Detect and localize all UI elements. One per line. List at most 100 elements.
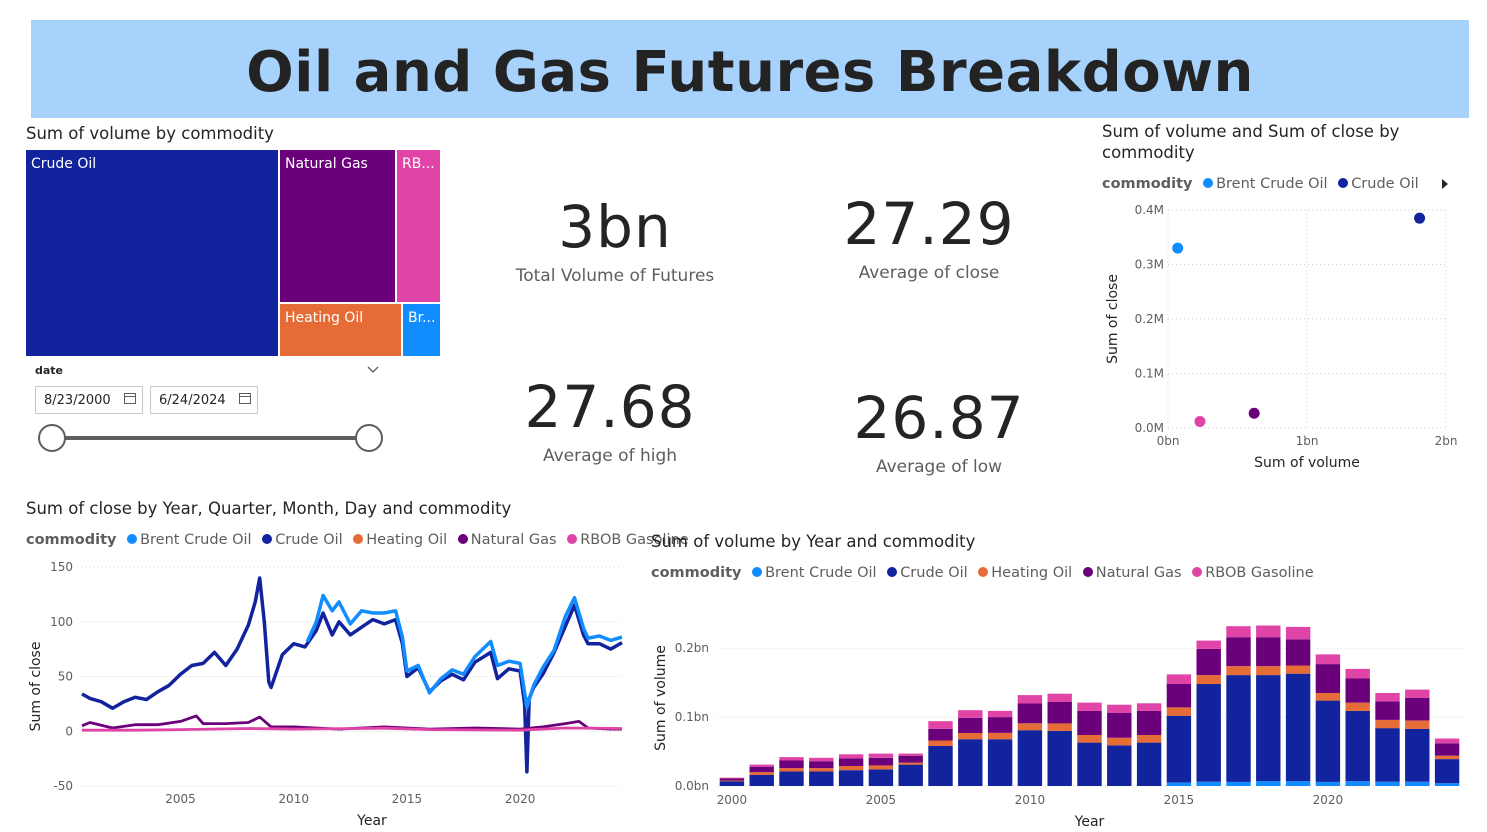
bar-natural-gas-2021 — [1345, 678, 1370, 703]
treemap-cell-crude-oil[interactable]: Crude Oil — [26, 150, 280, 358]
bar-heating-oil-2006 — [898, 762, 923, 765]
legend-item-label: Brent Crude Oil — [1216, 176, 1328, 192]
bar-natural-gas-2020 — [1315, 664, 1341, 693]
bar-rbob-gasoline-2020 — [1315, 654, 1341, 664]
bar-crude-oil-2015 — [1166, 715, 1192, 783]
scatter-point-rbob-gasoline — [1194, 415, 1206, 427]
bar-natural-gas-2004 — [838, 758, 864, 766]
start-date-value: 8/23/2000 — [44, 393, 111, 408]
x-axis-label: Sum of volume — [1254, 455, 1360, 471]
bar-heating-oil-2023 — [1405, 720, 1430, 729]
legend-item-rbob-gasoline[interactable]: RBOB Gasoline — [1192, 565, 1314, 581]
bar-crude-oil-2016 — [1196, 684, 1221, 782]
x-tick-label: 2005 — [866, 793, 897, 807]
y-tick-label: 0.1M — [1135, 367, 1164, 381]
line-series-brent-crude-oil — [305, 593, 623, 709]
bar-chart[interactable]: 0.0bn 0.1bn 0.2bn 2000 2005 2010 2015 2020 Year S… — [645, 590, 1475, 832]
legend-item-brent-crude-oil[interactable]: Brent Crude Oil — [752, 565, 877, 581]
bar-crude-oil-2014 — [1136, 742, 1162, 786]
treemap-label: RB... — [402, 156, 435, 172]
legend-item-natural-gas[interactable]: Natural Gas — [457, 532, 557, 548]
bar-heating-oil-2013 — [1107, 737, 1132, 746]
y-tick-label: 150 — [50, 560, 73, 574]
start-date-input[interactable]: 8/23/2000 — [35, 386, 143, 414]
bar-crude-oil-2011 — [1047, 730, 1072, 786]
bar-rbob-gasoline-2018 — [1256, 625, 1281, 638]
bar-natural-gas-2008 — [958, 717, 983, 733]
treemap-label: Heating Oil — [285, 310, 364, 326]
legend-item-heating-oil[interactable]: Heating Oil — [978, 565, 1072, 581]
bar-brent-crude-oil-2021 — [1345, 781, 1370, 786]
bar-rbob-gasoline-2006 — [898, 753, 923, 756]
slider-start-handle[interactable] — [38, 424, 66, 452]
treemap-label: Crude Oil — [31, 156, 97, 172]
bar-heating-oil-2018 — [1256, 666, 1281, 676]
scatter-point-brent-crude-oil — [1172, 242, 1184, 254]
y-tick-label: 0.1bn — [675, 710, 709, 724]
x-tick-label: 0bn — [1157, 434, 1180, 448]
legend-item-label: Heating Oil — [991, 565, 1073, 581]
legend-item-heating-oil[interactable]: Heating Oil — [353, 532, 447, 548]
bar-natural-gas-2012 — [1077, 710, 1102, 735]
treemap-cell-brent-crude-oil[interactable]: Br... — [403, 304, 442, 358]
bar-rbob-gasoline-2011 — [1047, 693, 1072, 702]
legend-item-crude-oil[interactable]: Crude Oil — [262, 532, 343, 548]
legend-item-brent-crude-oil[interactable]: Brent Crude Oil — [127, 532, 252, 548]
line-chart[interactable]: -50 0 50 100 150 2005 2010 2015 2020 Year Sum of c… — [20, 555, 635, 832]
bar-rbob-gasoline-2009 — [987, 710, 1013, 718]
bar-heating-oil-2015 — [1166, 707, 1192, 716]
bar-heating-oil-2020 — [1315, 693, 1341, 701]
treemap-cell-rbob-gasoline[interactable]: RB... — [397, 150, 442, 304]
legend-item-label: Brent Crude Oil — [765, 565, 877, 581]
bar-rbob-gasoline-2005 — [868, 753, 894, 758]
y-tick-label: 0.4M — [1135, 203, 1164, 217]
x-tick-label: 2015 — [1164, 793, 1195, 807]
legend-item-crude-oil[interactable]: Crude Oil — [1338, 176, 1419, 192]
legend-title: commodity — [651, 565, 742, 581]
calendar-icon[interactable] — [239, 393, 251, 404]
bar-heating-oil-2005 — [868, 765, 894, 770]
legend-title: commodity — [26, 532, 117, 548]
treemap-title: Sum of volume by commodity — [26, 124, 274, 143]
y-axis-label: Sum of close — [28, 642, 44, 732]
treemap-cell-heating-oil[interactable]: Heating Oil — [280, 304, 403, 358]
bar-rbob-gasoline-2007 — [928, 721, 953, 729]
bar-crude-oil-2005 — [868, 769, 894, 786]
x-tick-label: 2020 — [1313, 793, 1344, 807]
x-tick-label: 2020 — [505, 792, 536, 806]
scatter-point-natural-gas — [1248, 407, 1260, 419]
bar-heating-oil-2022 — [1375, 719, 1400, 729]
end-date-input[interactable]: 6/24/2024 — [150, 386, 258, 414]
bar-crude-oil-2020 — [1315, 700, 1341, 782]
bar-chart-title: Sum of volume by Year and commodity — [651, 532, 976, 551]
date-range-slider[interactable] — [35, 422, 385, 456]
y-tick-label: 100 — [50, 615, 73, 629]
bar-heating-oil-2004 — [838, 766, 864, 771]
legend-item-brent-crude-oil[interactable]: Brent Crude Oil — [1203, 176, 1328, 192]
y-tick-label: 50 — [58, 670, 73, 684]
scatter-legend: commodity Brent Crude Oil Crude Oil — [1102, 176, 1425, 192]
bar-heating-oil-2017 — [1226, 666, 1251, 676]
calendar-icon[interactable] — [124, 393, 136, 404]
kpi-average-high-value: 27.68 — [524, 373, 696, 441]
chevron-down-icon[interactable] — [366, 364, 380, 374]
legend-item-natural-gas[interactable]: Natural Gas — [1082, 565, 1182, 581]
legend-item-label: Crude Oil — [1351, 176, 1419, 192]
treemap-chart[interactable]: Crude Oil Natural Gas RB... Heating Oil … — [26, 150, 442, 358]
legend-item-crude-oil[interactable]: Crude Oil — [887, 565, 968, 581]
bar-brent-crude-oil-2018 — [1256, 781, 1281, 786]
scatter-chart[interactable]: 0.0M 0.1M 0.2M 0.3M 0.4M 0bn 1bn 2bn Sum of volu… — [1096, 196, 1476, 476]
treemap-cell-natural-gas[interactable]: Natural Gas — [280, 150, 397, 304]
bar-rbob-gasoline-2010 — [1017, 695, 1043, 704]
x-tick-label: 2005 — [165, 792, 196, 806]
bar-heating-oil-2016 — [1196, 675, 1221, 685]
slider-end-handle[interactable] — [355, 424, 383, 452]
bar-rbob-gasoline-2012 — [1077, 702, 1102, 711]
legend-next-arrow-icon[interactable] — [1440, 178, 1450, 190]
y-tick-label: 0.0M — [1135, 421, 1164, 435]
x-tick-label: 1bn — [1296, 434, 1319, 448]
legend-item-label: Natural Gas — [470, 532, 557, 548]
bar-heating-oil-2000 — [719, 780, 745, 782]
legend-item-rbob-gasoline[interactable]: RBOB Gasoline — [567, 532, 689, 548]
bar-natural-gas-2001 — [749, 766, 774, 773]
